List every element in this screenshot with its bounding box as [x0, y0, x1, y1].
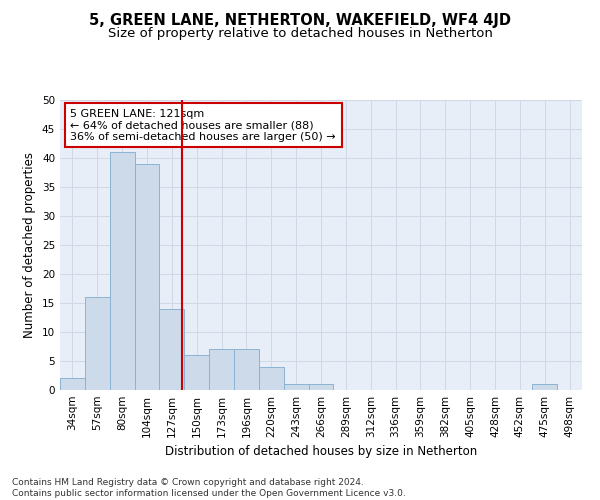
- Bar: [184, 355, 209, 390]
- Bar: [134, 164, 160, 390]
- X-axis label: Distribution of detached houses by size in Netherton: Distribution of detached houses by size …: [165, 446, 477, 458]
- Bar: [85, 297, 110, 390]
- Text: Size of property relative to detached houses in Netherton: Size of property relative to detached ho…: [107, 28, 493, 40]
- Bar: [209, 350, 234, 390]
- Bar: [259, 367, 284, 390]
- Bar: [110, 152, 134, 390]
- Text: 5, GREEN LANE, NETHERTON, WAKEFIELD, WF4 4JD: 5, GREEN LANE, NETHERTON, WAKEFIELD, WF4…: [89, 12, 511, 28]
- Y-axis label: Number of detached properties: Number of detached properties: [23, 152, 37, 338]
- Bar: [532, 384, 557, 390]
- Bar: [234, 350, 259, 390]
- Bar: [308, 384, 334, 390]
- Text: Contains HM Land Registry data © Crown copyright and database right 2024.
Contai: Contains HM Land Registry data © Crown c…: [12, 478, 406, 498]
- Bar: [160, 309, 184, 390]
- Bar: [284, 384, 308, 390]
- Text: 5 GREEN LANE: 121sqm
← 64% of detached houses are smaller (88)
36% of semi-detac: 5 GREEN LANE: 121sqm ← 64% of detached h…: [70, 108, 336, 142]
- Bar: [60, 378, 85, 390]
